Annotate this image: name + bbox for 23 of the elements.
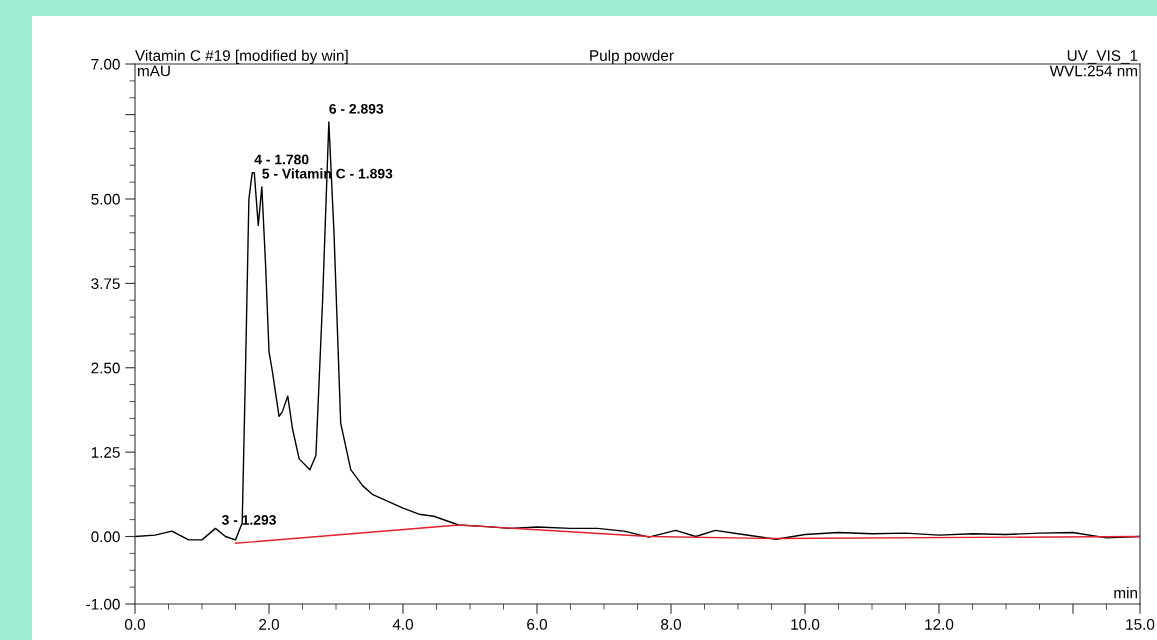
- text: UV_VIS_1: [1067, 50, 1138, 64]
- y-tick-label: 0.00: [91, 531, 120, 543]
- y-tick-label: -1.00: [86, 598, 120, 610]
- y-tick-label: 5.00: [91, 193, 120, 205]
- chart-subtitle: Pulp powder: [590, 49, 674, 64]
- y-tick-label: 7.00: [91, 58, 120, 70]
- chart-title: Vitamin C #19 [modified by win]: [135, 49, 348, 64]
- y-tick-label: 1.25: [91, 446, 120, 458]
- x-axis-title: min: [1114, 587, 1137, 599]
- x-tick-label: 10.0: [791, 618, 820, 630]
- annotation: 6 - 2.893: [329, 103, 384, 114]
- x-tick-label: 15.0: [1126, 618, 1155, 630]
- annotation: WVL:254 nm: [1049, 65, 1137, 77]
- y-tick-label: 2.50: [91, 362, 120, 374]
- x-tick-label: 0.0: [124, 618, 146, 630]
- x-tick-label: 8.0: [661, 618, 682, 630]
- x-tick-label: 12.0: [925, 618, 954, 630]
- x-tick-label: 6.0: [527, 618, 548, 630]
- y-tick-label: 3.75: [91, 278, 120, 290]
- x-tick-label: 2.0: [259, 618, 280, 630]
- annotation: 4 - 1.780: [254, 154, 309, 165]
- y-axis-title: mAU: [138, 65, 170, 77]
- x-tick-label: 4.0: [392, 618, 414, 630]
